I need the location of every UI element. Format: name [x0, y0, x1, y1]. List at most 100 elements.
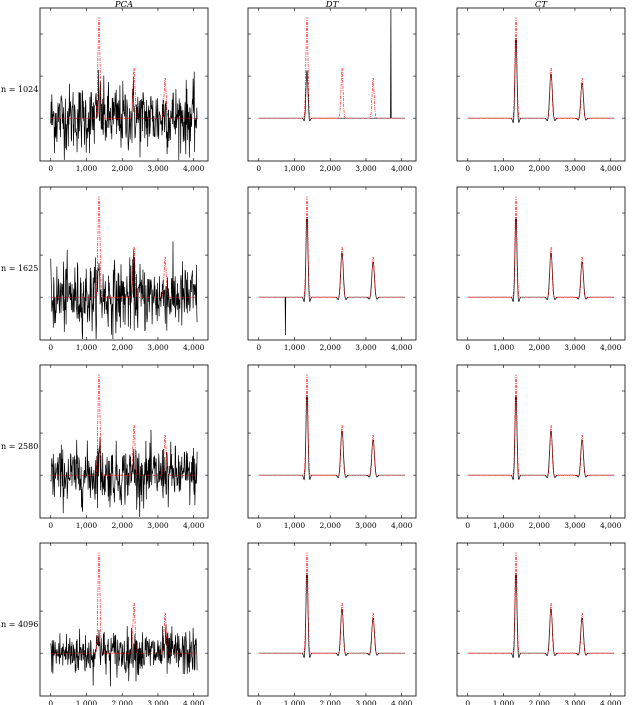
x-tick-label: 3,000: [564, 343, 586, 352]
series-estimate: [50, 624, 198, 687]
x-tick-label: 3,000: [355, 699, 377, 705]
row-label: n = 2580: [1, 442, 38, 451]
panel-frame: [456, 7, 626, 162]
x-tick-label: 0: [256, 343, 261, 352]
x-tick-label: 1,000: [76, 343, 98, 352]
x-tick-label: 4,000: [600, 699, 622, 705]
x-tick-label: 2,000: [528, 521, 550, 530]
panel-frame: [39, 186, 209, 341]
x-tick-label: 2,000: [111, 164, 133, 173]
x-tick-label: 4,000: [600, 521, 622, 530]
x-tick-label: 0: [256, 699, 261, 705]
x-tick-label: 2,000: [528, 699, 550, 705]
x-tick-label: 4,000: [183, 343, 205, 352]
x-tick-label: 1,000: [76, 164, 98, 173]
x-tick-label: 4,000: [183, 699, 205, 705]
x-tick-label: 1,000: [284, 343, 306, 352]
panel-frame: [456, 542, 626, 697]
x-tick-label: 2,000: [319, 699, 341, 705]
series-reference: [467, 552, 615, 654]
x-tick-label: 0: [465, 699, 470, 705]
x-tick-label: 3,000: [147, 521, 169, 530]
series-reference: [50, 374, 198, 476]
x-tick-label: 1,000: [493, 164, 515, 173]
series-reference: [467, 374, 615, 476]
panel-frame: [39, 364, 209, 519]
x-tick-label: 1,000: [76, 521, 98, 530]
x-tick-label: 0: [465, 343, 470, 352]
row-label: n = 1625: [1, 264, 38, 273]
x-tick-label: 0: [256, 521, 261, 530]
series-estimate: [258, 573, 406, 659]
x-tick-label: 3,000: [147, 164, 169, 173]
series-reference: [467, 196, 615, 298]
x-tick-label: 4,000: [600, 164, 622, 173]
x-tick-label: 3,000: [564, 521, 586, 530]
column-title-ct: CT: [535, 0, 549, 10]
x-tick-label: 2,000: [111, 699, 133, 705]
series-reference: [50, 552, 198, 654]
x-tick-label: 1,000: [284, 164, 306, 173]
series-reference: [258, 17, 406, 119]
x-tick-label: 1,000: [284, 699, 306, 705]
x-tick-label: 2,000: [528, 164, 550, 173]
x-tick-label: 2,000: [319, 521, 341, 530]
x-tick-label: 2,000: [111, 343, 133, 352]
panel-frame: [456, 186, 626, 341]
series-reference: [467, 17, 615, 119]
series-estimate: [467, 573, 615, 659]
panel-frame: [247, 186, 417, 341]
x-tick-label: 4,000: [391, 343, 413, 352]
x-tick-label: 1,000: [284, 521, 306, 530]
series-reference: [258, 552, 406, 654]
x-tick-label: 1,000: [493, 699, 515, 705]
panel-frame: [247, 7, 417, 162]
series-reference: [50, 196, 198, 298]
x-tick-label: 4,000: [391, 521, 413, 530]
x-tick-label: 0: [48, 699, 53, 705]
x-tick-label: 4,000: [391, 699, 413, 705]
series-estimate: [258, 217, 406, 336]
series-estimate: [467, 395, 615, 481]
x-tick-label: 4,000: [183, 521, 205, 530]
series-estimate: [50, 241, 198, 340]
series-reference: [50, 17, 198, 119]
panel-frame: [247, 542, 417, 697]
x-tick-label: 2,000: [111, 521, 133, 530]
x-tick-label: 2,000: [319, 164, 341, 173]
x-tick-label: 4,000: [600, 343, 622, 352]
column-title-dt: DT: [325, 0, 340, 10]
x-tick-label: 0: [465, 164, 470, 173]
x-tick-label: 2,000: [319, 343, 341, 352]
series-estimate: [467, 38, 615, 124]
x-tick-label: 0: [48, 521, 53, 530]
x-tick-label: 3,000: [564, 699, 586, 705]
x-tick-label: 1,000: [493, 343, 515, 352]
panel-frame: [247, 364, 417, 519]
panel-frame: [39, 7, 209, 162]
x-tick-label: 0: [48, 343, 53, 352]
x-tick-label: 3,000: [355, 343, 377, 352]
series-reference: [258, 374, 406, 476]
x-tick-label: 2,000: [528, 343, 550, 352]
x-tick-label: 0: [256, 164, 261, 173]
series-estimate: [50, 429, 198, 518]
row-label: n = 4096: [1, 620, 38, 629]
series-reference: [258, 196, 406, 298]
panel-frame: [456, 364, 626, 519]
series-estimate: [258, 8, 406, 122]
x-tick-label: 1,000: [493, 521, 515, 530]
x-tick-label: 3,000: [564, 164, 586, 173]
series-estimate: [258, 395, 406, 481]
column-title-pca: PCA: [114, 0, 133, 10]
x-tick-label: 3,000: [147, 343, 169, 352]
x-tick-label: 0: [465, 521, 470, 530]
x-tick-label: 0: [48, 164, 53, 173]
x-tick-label: 1,000: [76, 699, 98, 705]
x-tick-label: 3,000: [147, 699, 169, 705]
x-tick-label: 3,000: [355, 164, 377, 173]
series-estimate: [50, 69, 198, 161]
series-estimate: [467, 217, 615, 303]
x-tick-label: 4,000: [391, 164, 413, 173]
